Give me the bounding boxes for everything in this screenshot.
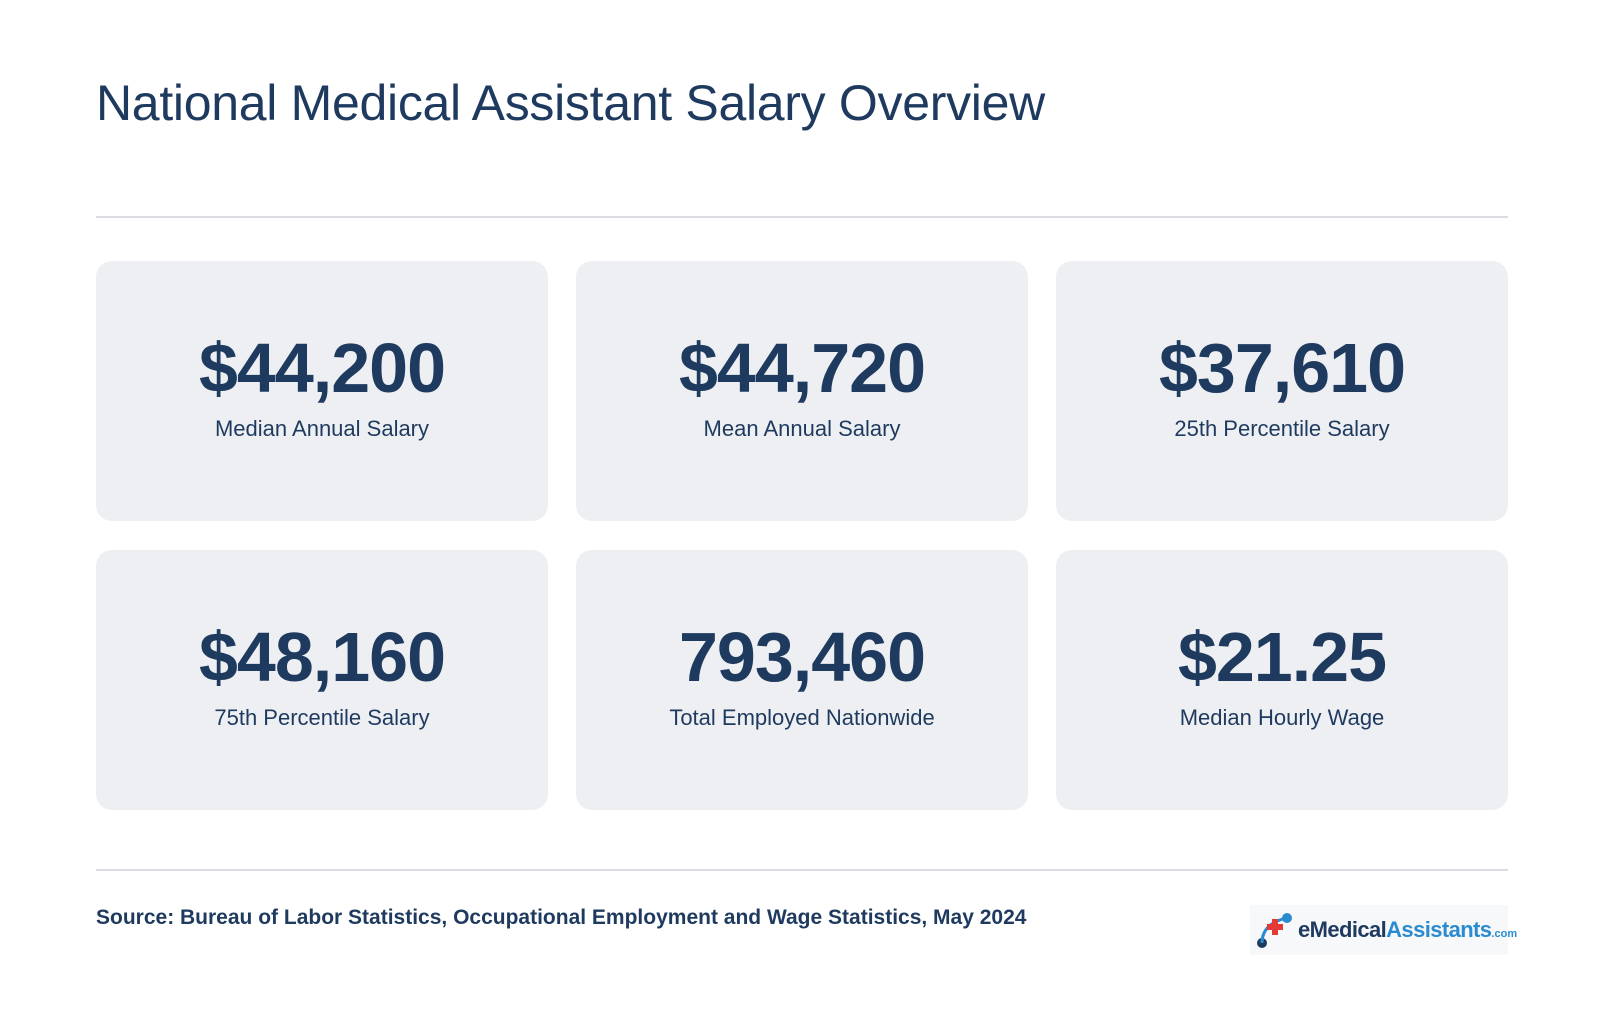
stat-card-25th-percentile: $37,610 25th Percentile Salary (1056, 261, 1508, 521)
stat-value: 793,460 (678, 618, 926, 696)
stat-label: Mean Annual Salary (703, 416, 901, 441)
stat-card-median-hourly: $21.25 Median Hourly Wage (1056, 550, 1508, 810)
page-title: National Medical Assistant Salary Overvi… (96, 75, 1045, 131)
source-citation: Source: Bureau of Labor Statistics, Occu… (96, 906, 1027, 929)
stat-label: Median Annual Salary (214, 416, 430, 441)
stat-card-75th-percentile: $48,160 75th Percentile Salary (96, 550, 548, 810)
stat-value: $37,610 (1158, 329, 1406, 407)
stat-label: Total Employed Nationwide (669, 705, 935, 730)
stat-card-mean-annual: $44,720 Mean Annual Salary (576, 261, 1028, 521)
bottom-divider (96, 869, 1508, 871)
brand-logo[interactable]: eMedicalAssistants.com (1250, 905, 1517, 955)
top-divider (96, 216, 1508, 218)
stat-value: $44,720 (678, 329, 926, 407)
stat-label: 25th Percentile Salary (1174, 416, 1390, 441)
logo-wordmark: eMedicalAssistants.com (1298, 917, 1518, 942)
stat-label: 75th Percentile Salary (214, 705, 430, 730)
stat-label: Median Hourly Wage (1179, 705, 1385, 730)
stats-grid: $44,200 Median Annual Salary $44,720 Mea… (96, 261, 1508, 810)
medical-cross-icon (1257, 913, 1292, 948)
stat-value: $21.25 (1177, 618, 1387, 696)
stat-card-median-annual: $44,200 Median Annual Salary (96, 261, 548, 521)
stat-value: $44,200 (198, 329, 446, 407)
stat-card-total-employed: 793,460 Total Employed Nationwide (576, 550, 1028, 810)
stat-value: $48,160 (198, 618, 446, 696)
